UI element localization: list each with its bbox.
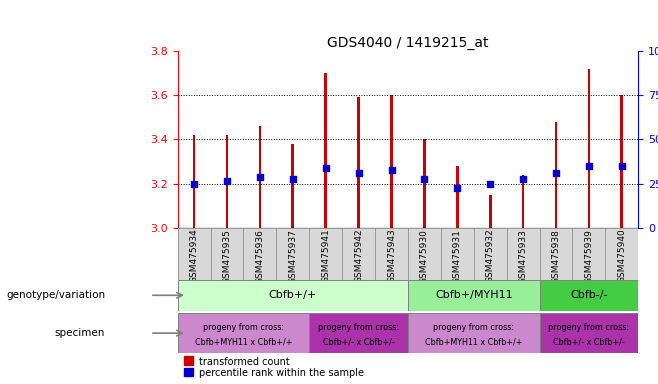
Text: GSM475940: GSM475940 [617,229,626,283]
Text: GSM475941: GSM475941 [321,229,330,283]
Text: GSM475937: GSM475937 [288,229,297,284]
Bar [540,280,638,311]
Point [419,176,430,182]
Bar [178,313,309,353]
Point [485,180,495,187]
Bar [423,139,426,228]
Point [617,163,627,169]
Text: GSM475935: GSM475935 [222,229,232,284]
Point [255,174,265,180]
Bar [408,280,540,311]
Text: GSM475931: GSM475931 [453,229,462,284]
Text: progeny from cross:: progeny from cross: [318,323,399,331]
Bar [291,144,294,228]
Bar [522,175,524,228]
Bar [357,98,360,228]
Text: GSM475939: GSM475939 [584,229,594,284]
Point [518,176,528,182]
Text: Cbfb-/-: Cbfb-/- [570,290,607,300]
Bar [324,73,327,228]
Bar [178,280,408,311]
Text: Cbfb+MYH11 x Cbfb+/+: Cbfb+MYH11 x Cbfb+/+ [425,338,522,346]
Bar [588,69,590,228]
Text: progeny from cross:: progeny from cross: [433,323,515,331]
Point [551,169,561,175]
Bar [309,313,408,353]
Text: Cbfb+MYH11 x Cbfb+/+: Cbfb+MYH11 x Cbfb+/+ [195,338,292,346]
Bar [390,95,393,228]
Bar [259,126,261,228]
Text: GSM475930: GSM475930 [420,229,429,284]
Bar [226,135,228,228]
Point [584,163,594,169]
Text: genotype/variation: genotype/variation [6,290,105,300]
Bar [620,95,623,228]
Bar [193,135,195,228]
Point [452,185,463,191]
Text: percentile rank within the sample: percentile rank within the sample [199,368,365,378]
Text: GSM475942: GSM475942 [354,229,363,283]
Bar [408,313,540,353]
Text: GSM475932: GSM475932 [486,229,495,283]
Point [222,178,232,184]
Point [320,165,331,171]
Text: progeny from cross:: progeny from cross: [203,323,284,331]
Text: GSM475943: GSM475943 [387,229,396,283]
Text: specimen: specimen [55,328,105,338]
Point [288,176,298,182]
Title: GDS4040 / 1419215_at: GDS4040 / 1419215_at [327,36,489,50]
Bar [456,166,459,228]
Bar [555,122,557,228]
Bar [489,195,492,228]
Point [353,169,364,175]
Point [386,167,397,174]
Text: progeny from cross:: progeny from cross: [548,323,630,331]
Text: GSM475936: GSM475936 [255,229,265,284]
Text: GSM475933: GSM475933 [519,229,528,284]
Text: Cbfb+/- x Cbfb+/-: Cbfb+/- x Cbfb+/- [553,338,625,346]
Text: GSM475938: GSM475938 [551,229,561,284]
Text: GSM475934: GSM475934 [190,229,199,283]
Point [189,180,199,187]
Text: Cbfb+/+: Cbfb+/+ [268,290,317,300]
Text: Cbfb+/MYH11: Cbfb+/MYH11 [435,290,513,300]
Bar [540,313,638,353]
Text: transformed count: transformed count [199,357,290,367]
Text: Cbfb+/- x Cbfb+/-: Cbfb+/- x Cbfb+/- [322,338,395,346]
